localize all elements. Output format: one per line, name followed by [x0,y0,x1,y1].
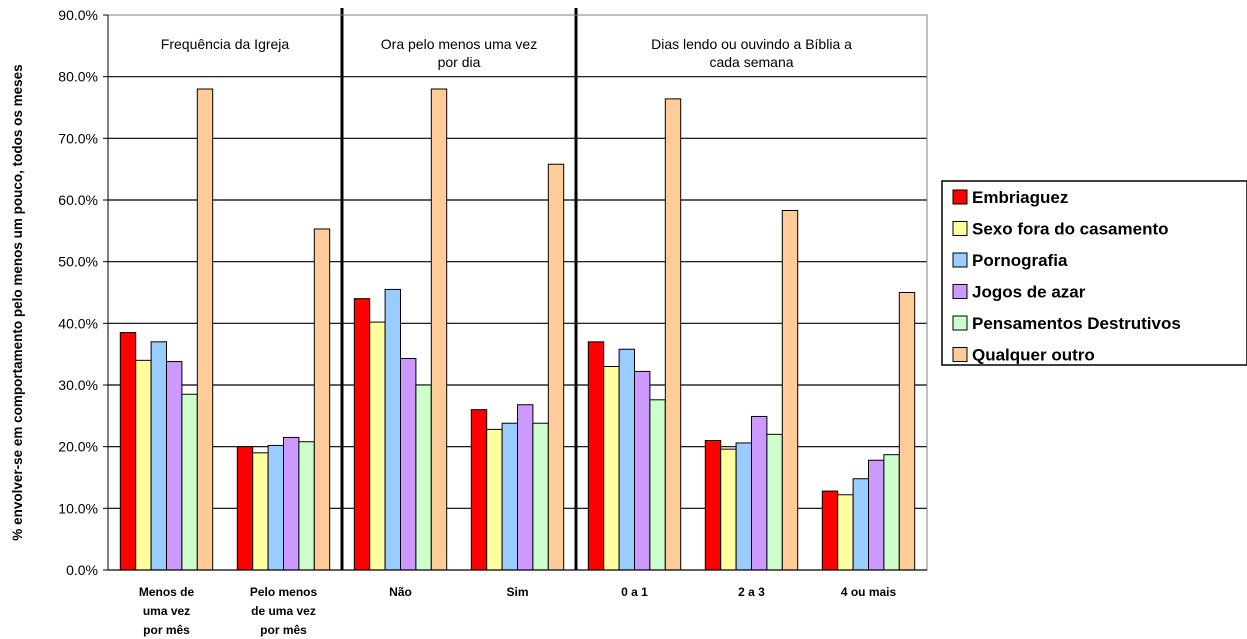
legend-swatch [952,284,968,299]
bar [313,228,331,571]
legend-label: Sexo fora do casamento [972,220,1169,239]
bar [649,399,666,571]
bar [517,404,534,571]
x-tick-label: Pelo menos [250,585,318,599]
bar [196,88,214,571]
x-tick-label: de uma vez [251,604,316,618]
bar [236,446,254,571]
group-title-background [368,21,550,63]
bar [883,454,900,571]
y-tick-label: 70.0% [58,130,98,146]
legend: Embriaguez Sexo fora do casamento Pornogra… [941,180,1247,366]
x-tick-label: Menos de [139,585,195,599]
bar [166,361,183,571]
y-tick-label: 30.0% [58,377,98,393]
bar [634,370,651,571]
bar [283,436,300,571]
group-title-background [142,21,308,45]
bar [298,441,315,571]
legend-label: Embriaguez [972,188,1068,207]
bar [119,332,137,571]
bar [135,359,152,571]
bar [587,341,605,571]
y-axis-label: % envolver-se em comportamento pelo meno… [10,64,25,540]
bar [704,440,722,571]
legend-box [941,180,1247,366]
bar [267,444,285,571]
x-tick-label: 0 a 1 [621,585,648,599]
bar [547,163,565,571]
x-tick-label: por mês [143,623,190,637]
group-title: Dias lendo ou ouvindo a Bíblia a [651,36,852,52]
bar [415,384,432,571]
bar [751,415,768,571]
bar [618,348,635,571]
legend-swatch [952,189,968,205]
bar [603,366,620,571]
bar [470,409,488,571]
bar [837,494,854,571]
x-tick-label: Sim [506,585,528,599]
legend-label: Qualquer outro [972,346,1095,365]
bar [486,428,503,571]
group-title: cada semana [709,54,793,70]
bar [384,288,402,571]
bar [532,422,549,571]
legend-label: Jogos de azar [972,283,1086,302]
bar [353,298,371,571]
y-tick-label: 60.0% [58,192,98,208]
y-tick-label: 80.0% [58,69,98,85]
legend-label: Pornografia [972,251,1068,270]
bar [766,433,783,571]
legend-swatch [952,252,968,268]
bar [852,478,869,571]
legend-label: Pensamentos Destrutivos [972,314,1181,333]
y-tick-label: 50.0% [58,254,98,270]
bar [821,490,839,571]
bar [400,357,417,571]
y-tick-label: 20.0% [58,439,98,455]
bar [781,209,799,571]
legend-swatch [952,347,968,362]
legend-swatch [952,315,968,331]
group-title: Frequência da Igreja [161,36,290,52]
y-tick-label: 10.0% [58,500,98,516]
bar [868,459,885,571]
y-tick-label: 90.0% [58,7,98,23]
bar [898,292,916,571]
legend-swatch [952,221,968,236]
group-title-background [622,21,881,63]
bar [664,98,682,571]
bar [150,341,168,571]
bar [430,88,448,571]
x-tick-label: por mês [260,623,307,637]
group-title: Ora pelo menos uma vez [381,36,537,52]
bar [501,422,519,571]
bar [181,393,198,571]
x-tick-label: uma vez [143,604,190,618]
bar [369,321,386,571]
x-tick-label: Não [389,585,412,599]
bar [720,448,737,571]
plot-area: 0.0% 10.0% 20.0% 30.0% 40.0% 50.0% 60.0% 70.0% 8… [10,7,928,637]
x-tick-label: 4 ou mais [841,585,897,599]
y-tick-label: 40.0% [58,315,98,331]
x-tick-label: 2 a 3 [738,585,765,599]
bar [735,442,752,571]
bar [252,452,269,571]
y-tick-label: 0.0% [66,562,98,578]
group-title: por dia [438,54,481,70]
